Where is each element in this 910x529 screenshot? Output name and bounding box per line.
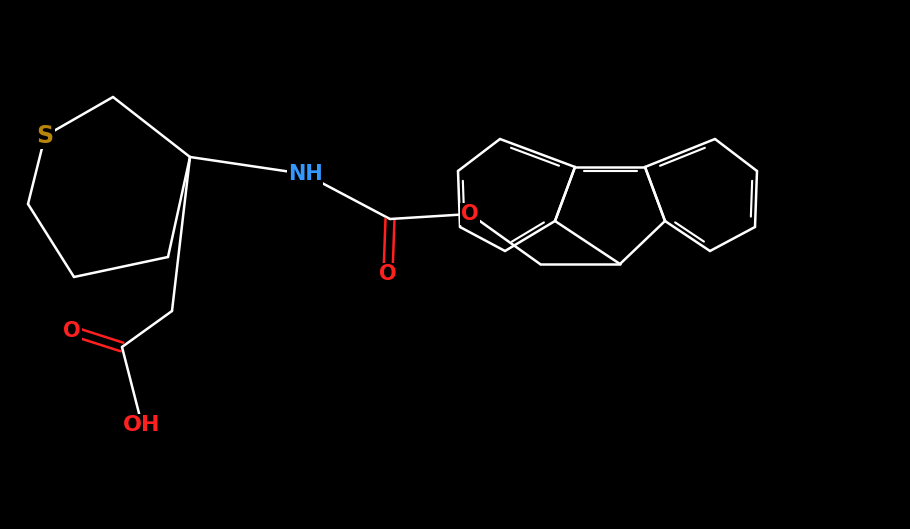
Text: O: O xyxy=(461,204,479,224)
Text: S: S xyxy=(36,124,54,148)
Text: OH: OH xyxy=(123,415,161,435)
Text: NH: NH xyxy=(288,164,322,184)
Text: O: O xyxy=(63,321,81,341)
Text: O: O xyxy=(379,264,397,284)
